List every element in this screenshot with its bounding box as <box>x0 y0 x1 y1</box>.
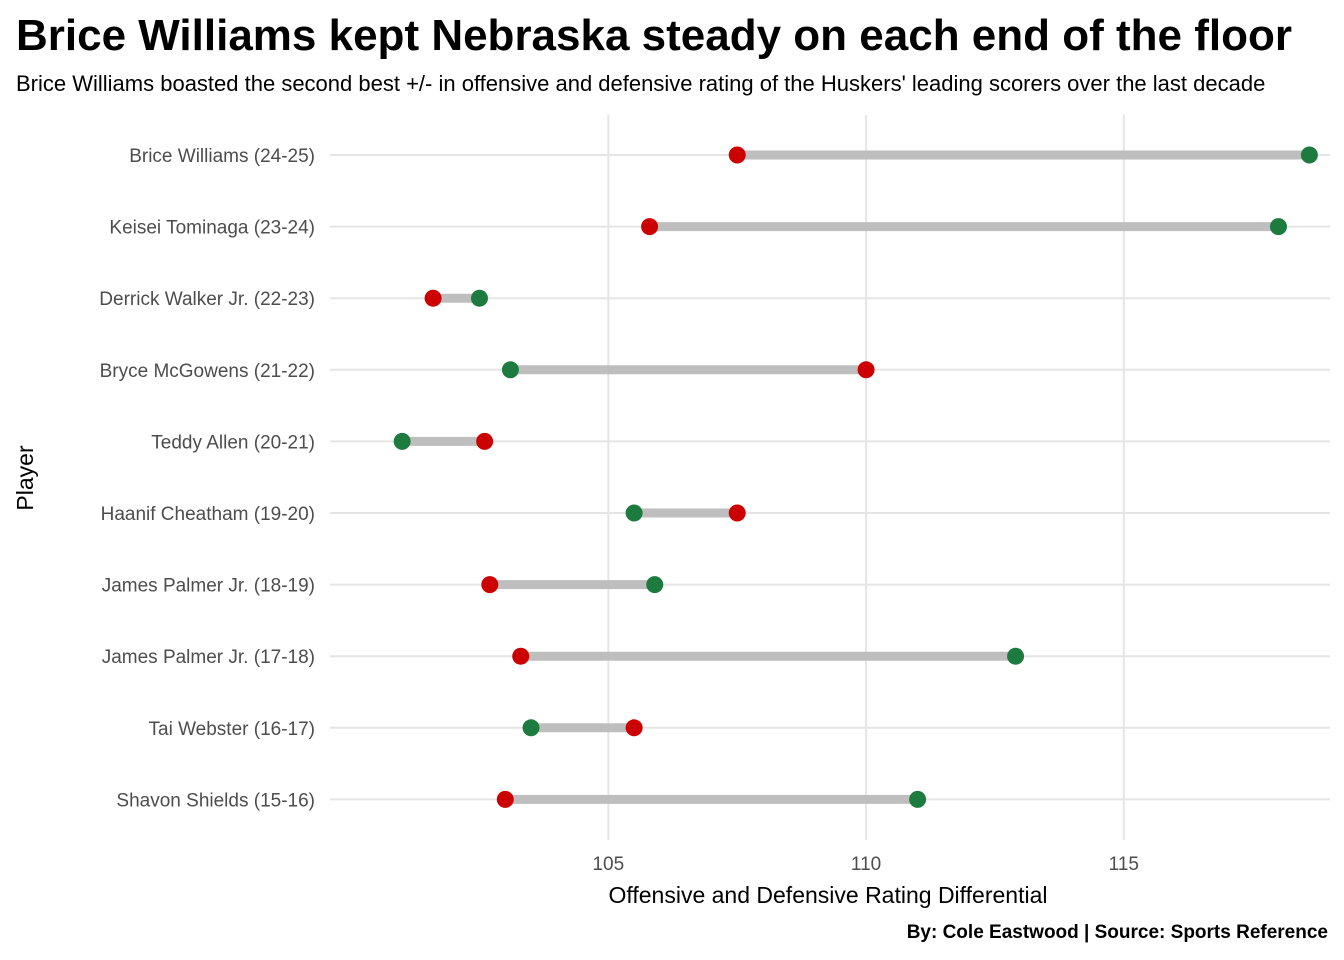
y-tick-label: Shavon Shields (15-16) <box>116 790 315 811</box>
y-tick-label: Teddy Allen (20-21) <box>151 432 315 453</box>
offensive-rating-point <box>1269 218 1287 236</box>
defensive-rating-point <box>424 289 442 307</box>
defensive-rating-point <box>728 504 746 522</box>
offensive-rating-point <box>646 576 664 594</box>
offensive-rating-point <box>470 289 488 307</box>
y-tick-label: Haanif Cheatham (19-20) <box>101 504 315 525</box>
offensive-rating-point <box>909 790 927 808</box>
y-axis-title: Player <box>12 445 38 511</box>
offensive-rating-point <box>1300 146 1318 164</box>
defensive-rating-point <box>857 361 875 379</box>
x-axis-title: Offensive and Defensive Rating Different… <box>609 882 1048 908</box>
offensive-rating-point <box>393 432 411 450</box>
y-tick-label: James Palmer Jr. (17-18) <box>102 647 315 668</box>
y-tick-label: Keisei Tominaga (23-24) <box>109 218 315 239</box>
defensive-rating-point <box>481 576 499 594</box>
defensive-rating-point <box>496 790 514 808</box>
x-tick-label: 115 <box>1109 854 1139 875</box>
y-tick-label: Tai Webster (16-17) <box>149 719 316 740</box>
y-tick-label: James Palmer Jr. (18-19) <box>102 576 315 597</box>
x-tick-label: 110 <box>851 854 881 875</box>
offensive-rating-point <box>1007 647 1025 665</box>
offensive-rating-point <box>501 361 519 379</box>
defensive-rating-point <box>512 647 530 665</box>
y-tick-label: Bryce McGowens (21-22) <box>100 361 315 382</box>
chart-title: Brice Williams kept Nebraska steady on e… <box>16 11 1292 60</box>
defensive-rating-point <box>625 719 643 737</box>
connector-lines <box>402 150 1310 804</box>
chart-subtitle: Brice Williams boasted the second best +… <box>16 71 1266 96</box>
y-tick-labels: Brice Williams (24-25) Keisei Tominaga (2… <box>99 146 315 811</box>
chart-caption: By: Cole Eastwood | Source: Sports Refer… <box>906 922 1328 943</box>
offensive-rating-point <box>522 719 540 737</box>
y-tick-label: Brice Williams (24-25) <box>129 146 315 167</box>
defensive-rating-point <box>728 146 746 164</box>
x-tick-labels: 105 110 115 <box>592 854 1138 875</box>
offensive-rating-point <box>625 504 643 522</box>
defensive-rating-point <box>476 432 494 450</box>
x-tick-label: 105 <box>592 854 624 875</box>
y-tick-label: Derrick Walker Jr. (22-23) <box>99 289 315 310</box>
data-points <box>393 146 1318 808</box>
defensive-rating-point <box>641 218 659 236</box>
